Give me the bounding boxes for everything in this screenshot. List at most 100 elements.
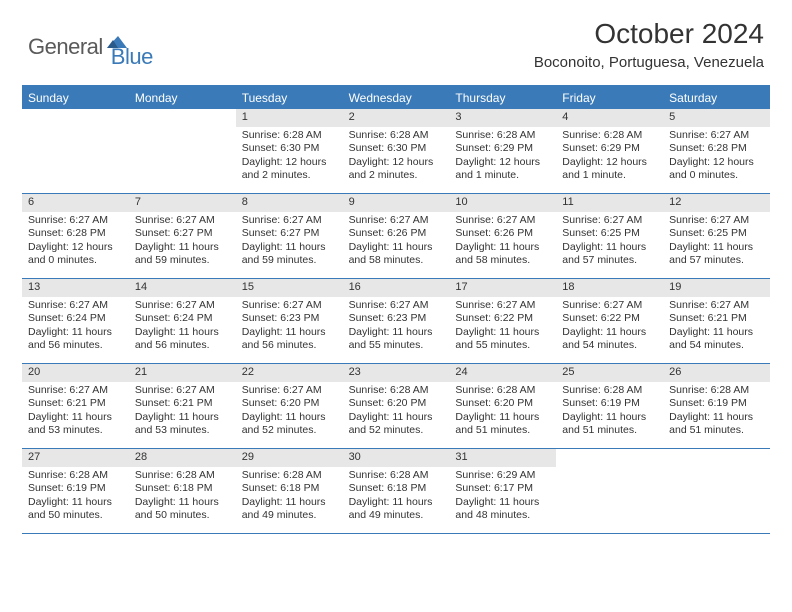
calendar-cell: 13Sunrise: 6:27 AMSunset: 6:24 PMDayligh… bbox=[22, 279, 129, 363]
title-block: October 2024 Boconoito, Portuguesa, Vene… bbox=[534, 18, 764, 71]
day-number: 26 bbox=[663, 364, 770, 382]
sunset-text: Sunset: 6:23 PM bbox=[349, 312, 444, 325]
cell-body bbox=[22, 127, 129, 133]
day-number: 12 bbox=[663, 194, 770, 212]
dayheader: Sunday bbox=[22, 87, 129, 109]
sunrise-text: Sunrise: 6:27 AM bbox=[349, 299, 444, 312]
cell-body: Sunrise: 6:28 AMSunset: 6:30 PMDaylight:… bbox=[343, 127, 450, 187]
sunset-text: Sunset: 6:30 PM bbox=[242, 142, 337, 155]
calendar-cell bbox=[663, 449, 770, 533]
cell-body: Sunrise: 6:27 AMSunset: 6:23 PMDaylight:… bbox=[343, 297, 450, 357]
day-number: 11 bbox=[556, 194, 663, 212]
weeks-container: 1Sunrise: 6:28 AMSunset: 6:30 PMDaylight… bbox=[22, 109, 770, 534]
cell-body: Sunrise: 6:27 AMSunset: 6:28 PMDaylight:… bbox=[22, 212, 129, 272]
week-row: 6Sunrise: 6:27 AMSunset: 6:28 PMDaylight… bbox=[22, 194, 770, 279]
calendar-cell: 2Sunrise: 6:28 AMSunset: 6:30 PMDaylight… bbox=[343, 109, 450, 193]
sunset-text: Sunset: 6:19 PM bbox=[28, 482, 123, 495]
daylight-text: Daylight: 12 hours and 0 minutes. bbox=[669, 156, 764, 182]
calendar-cell: 12Sunrise: 6:27 AMSunset: 6:25 PMDayligh… bbox=[663, 194, 770, 278]
dayheader: Friday bbox=[556, 87, 663, 109]
sunrise-text: Sunrise: 6:28 AM bbox=[135, 469, 230, 482]
daylight-text: Daylight: 11 hours and 57 minutes. bbox=[562, 241, 657, 267]
sunset-text: Sunset: 6:21 PM bbox=[28, 397, 123, 410]
sunset-text: Sunset: 6:19 PM bbox=[669, 397, 764, 410]
sunset-text: Sunset: 6:17 PM bbox=[455, 482, 550, 495]
calendar-cell: 9Sunrise: 6:27 AMSunset: 6:26 PMDaylight… bbox=[343, 194, 450, 278]
cell-body bbox=[129, 127, 236, 133]
calendar-cell bbox=[129, 109, 236, 193]
daylight-text: Daylight: 11 hours and 49 minutes. bbox=[349, 496, 444, 522]
sunset-text: Sunset: 6:18 PM bbox=[349, 482, 444, 495]
daylight-text: Daylight: 11 hours and 54 minutes. bbox=[562, 326, 657, 352]
cell-body: Sunrise: 6:29 AMSunset: 6:17 PMDaylight:… bbox=[449, 467, 556, 527]
calendar-cell: 16Sunrise: 6:27 AMSunset: 6:23 PMDayligh… bbox=[343, 279, 450, 363]
sunrise-text: Sunrise: 6:28 AM bbox=[242, 129, 337, 142]
calendar-cell: 30 Sunrise: 6:28 AMSunset: 6:18 PMDayligh… bbox=[343, 449, 450, 533]
sunrise-text: Sunrise: 6:28 AM bbox=[562, 129, 657, 142]
dayheader: Saturday bbox=[663, 87, 770, 109]
sunset-text: Sunset: 6:21 PM bbox=[135, 397, 230, 410]
day-number: 7 bbox=[129, 194, 236, 212]
daylight-text: Daylight: 11 hours and 48 minutes. bbox=[455, 496, 550, 522]
daylight-text: Daylight: 11 hours and 49 minutes. bbox=[242, 496, 337, 522]
sunrise-text: Sunrise: 6:27 AM bbox=[669, 299, 764, 312]
calendar-cell: 24Sunrise: 6:28 AMSunset: 6:20 PMDayligh… bbox=[449, 364, 556, 448]
sunset-text: Sunset: 6:26 PM bbox=[455, 227, 550, 240]
calendar-cell: 19Sunrise: 6:27 AMSunset: 6:21 PMDayligh… bbox=[663, 279, 770, 363]
cell-body: Sunrise: 6:28 AMSunset: 6:18 PMDaylight:… bbox=[236, 467, 343, 527]
sunset-text: Sunset: 6:30 PM bbox=[349, 142, 444, 155]
day-number: 5 bbox=[663, 109, 770, 127]
sunrise-text: Sunrise: 6:27 AM bbox=[28, 299, 123, 312]
daylight-text: Daylight: 12 hours and 2 minutes. bbox=[242, 156, 337, 182]
sunrise-text: Sunrise: 6:28 AM bbox=[349, 469, 444, 482]
daylight-text: Daylight: 11 hours and 59 minutes. bbox=[242, 241, 337, 267]
dayheader: Wednesday bbox=[343, 87, 450, 109]
sunset-text: Sunset: 6:22 PM bbox=[562, 312, 657, 325]
sunset-text: Sunset: 6:27 PM bbox=[135, 227, 230, 240]
day-number: 9 bbox=[343, 194, 450, 212]
calendar-cell: 1Sunrise: 6:28 AMSunset: 6:30 PMDaylight… bbox=[236, 109, 343, 193]
sunrise-text: Sunrise: 6:28 AM bbox=[455, 384, 550, 397]
calendar-cell: 20Sunrise: 6:27 AMSunset: 6:21 PMDayligh… bbox=[22, 364, 129, 448]
calendar-cell: 14Sunrise: 6:27 AMSunset: 6:24 PMDayligh… bbox=[129, 279, 236, 363]
sunrise-text: Sunrise: 6:27 AM bbox=[669, 129, 764, 142]
sunrise-text: Sunrise: 6:29 AM bbox=[455, 469, 550, 482]
calendar-cell: 26Sunrise: 6:28 AMSunset: 6:19 PMDayligh… bbox=[663, 364, 770, 448]
day-number bbox=[663, 449, 770, 467]
cell-body: Sunrise: 6:27 AMSunset: 6:27 PMDaylight:… bbox=[129, 212, 236, 272]
daylight-text: Daylight: 11 hours and 52 minutes. bbox=[349, 411, 444, 437]
cell-body: Sunrise: 6:27 AMSunset: 6:26 PMDaylight:… bbox=[449, 212, 556, 272]
cell-body: Sunrise: 6:27 AMSunset: 6:27 PMDaylight:… bbox=[236, 212, 343, 272]
calendar-cell: 18Sunrise: 6:27 AMSunset: 6:22 PMDayligh… bbox=[556, 279, 663, 363]
sunrise-text: Sunrise: 6:28 AM bbox=[562, 384, 657, 397]
sunset-text: Sunset: 6:28 PM bbox=[669, 142, 764, 155]
cell-body: Sunrise: 6:27 AMSunset: 6:24 PMDaylight:… bbox=[129, 297, 236, 357]
daylight-text: Daylight: 11 hours and 55 minutes. bbox=[349, 326, 444, 352]
day-number: 24 bbox=[449, 364, 556, 382]
sunset-text: Sunset: 6:20 PM bbox=[242, 397, 337, 410]
day-number: 3 bbox=[449, 109, 556, 127]
cell-body: Sunrise: 6:27 AMSunset: 6:20 PMDaylight:… bbox=[236, 382, 343, 442]
day-number: 29 bbox=[236, 449, 343, 467]
sunset-text: Sunset: 6:28 PM bbox=[28, 227, 123, 240]
day-number: 25 bbox=[556, 364, 663, 382]
daylight-text: Daylight: 11 hours and 51 minutes. bbox=[562, 411, 657, 437]
day-number: 30 bbox=[343, 449, 450, 467]
cell-body: Sunrise: 6:27 AMSunset: 6:28 PMDaylight:… bbox=[663, 127, 770, 187]
month-title: October 2024 bbox=[534, 18, 764, 50]
daylight-text: Daylight: 11 hours and 59 minutes. bbox=[135, 241, 230, 267]
day-number: 14 bbox=[129, 279, 236, 297]
cell-body: Sunrise: 6:28 AMSunset: 6:19 PMDaylight:… bbox=[556, 382, 663, 442]
header: General Blue October 2024 Boconoito, Por… bbox=[0, 0, 792, 77]
calendar-cell: 3Sunrise: 6:28 AMSunset: 6:29 PMDaylight… bbox=[449, 109, 556, 193]
cell-body: Sunrise: 6:27 AMSunset: 6:23 PMDaylight:… bbox=[236, 297, 343, 357]
logo-text-blue: Blue bbox=[111, 44, 153, 70]
calendar-cell: 22Sunrise: 6:27 AMSunset: 6:20 PMDayligh… bbox=[236, 364, 343, 448]
sunset-text: Sunset: 6:27 PM bbox=[242, 227, 337, 240]
calendar-cell: 11Sunrise: 6:27 AMSunset: 6:25 PMDayligh… bbox=[556, 194, 663, 278]
day-number: 16 bbox=[343, 279, 450, 297]
cell-body: Sunrise: 6:28 AMSunset: 6:19 PMDaylight:… bbox=[22, 467, 129, 527]
sunrise-text: Sunrise: 6:27 AM bbox=[242, 214, 337, 227]
calendar-cell: 4Sunrise: 6:28 AMSunset: 6:29 PMDaylight… bbox=[556, 109, 663, 193]
cell-body: Sunrise: 6:27 AMSunset: 6:22 PMDaylight:… bbox=[449, 297, 556, 357]
